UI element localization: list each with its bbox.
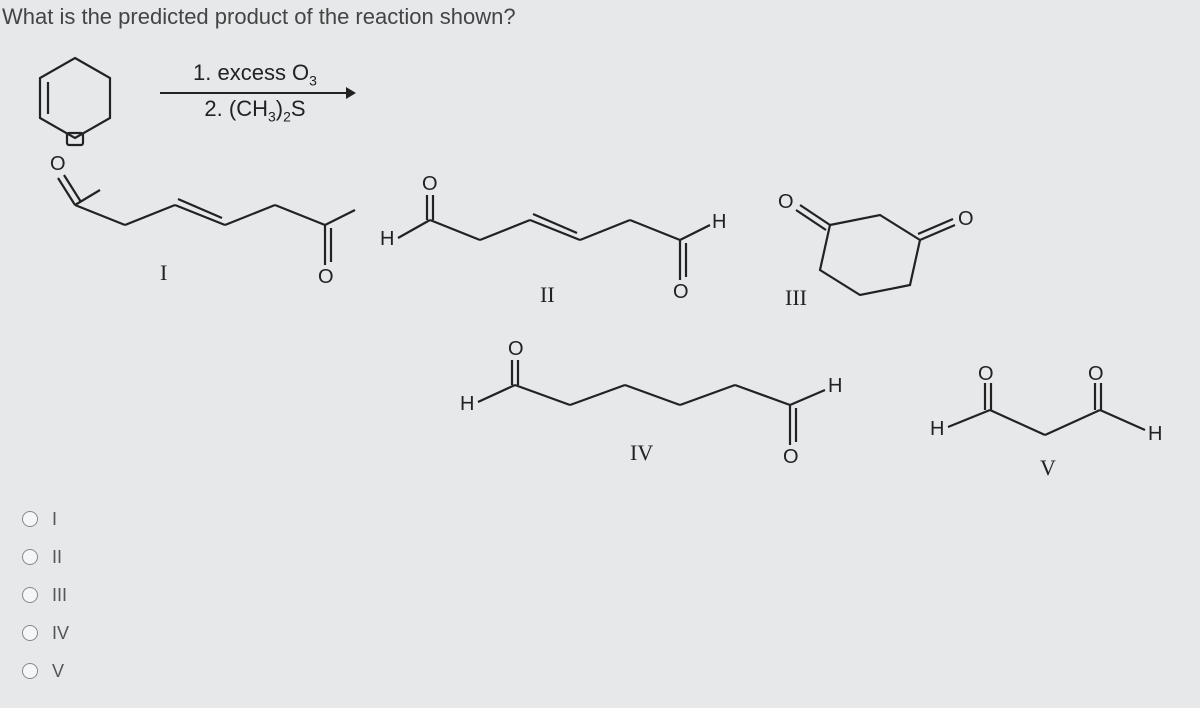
label-iv: IV: [630, 440, 653, 466]
reagent-block: 1. excess O3 2. (CH3)2S: [160, 60, 350, 125]
option-label: II: [52, 547, 62, 568]
svg-text:O: O: [1088, 363, 1104, 385]
radio-icon: [22, 511, 38, 527]
svg-text:O: O: [508, 338, 524, 360]
option-label: IV: [52, 623, 69, 644]
option-v[interactable]: V: [22, 652, 69, 690]
svg-text:H: H: [712, 211, 726, 233]
radio-icon: [22, 549, 38, 565]
question-text: What is the predicted product of the rea…: [2, 4, 516, 30]
svg-text:H: H: [828, 375, 842, 397]
svg-text:O: O: [318, 266, 334, 288]
svg-text:O: O: [958, 208, 974, 230]
radio-icon: [22, 625, 38, 641]
structure-v: H O O H: [930, 350, 1190, 480]
reaction-arrow: [160, 92, 350, 94]
svg-text:H: H: [380, 228, 394, 250]
label-iii: III: [785, 285, 807, 311]
svg-text:H: H: [1148, 423, 1162, 445]
svg-text:H: H: [460, 393, 474, 415]
option-iv[interactable]: IV: [22, 614, 69, 652]
label-v: V: [1040, 455, 1056, 481]
label-ii: II: [540, 282, 555, 308]
svg-text:O: O: [673, 281, 689, 303]
option-label: III: [52, 585, 67, 606]
answer-options: I II III IV V: [22, 500, 69, 690]
option-iii[interactable]: III: [22, 576, 69, 614]
structure-iv: H O O H: [460, 330, 860, 470]
reagent-step-2: 2. (CH3)2S: [160, 96, 350, 124]
svg-text:O: O: [783, 446, 799, 468]
svg-text:O: O: [50, 153, 66, 175]
option-label: I: [52, 509, 57, 530]
label-i: I: [160, 260, 167, 286]
option-i[interactable]: I: [22, 500, 69, 538]
structure-i: O O: [30, 150, 370, 290]
radio-icon: [22, 587, 38, 603]
svg-text:O: O: [778, 191, 794, 213]
structure-start: [20, 50, 140, 160]
reagent-step-1: 1. excess O3: [160, 60, 350, 88]
svg-text:O: O: [978, 363, 994, 385]
option-label: V: [52, 661, 64, 682]
radio-icon: [22, 663, 38, 679]
structure-ii: H O O H: [380, 170, 730, 310]
svg-text:H: H: [930, 418, 944, 440]
option-ii[interactable]: II: [22, 538, 69, 576]
svg-text:O: O: [422, 173, 438, 195]
